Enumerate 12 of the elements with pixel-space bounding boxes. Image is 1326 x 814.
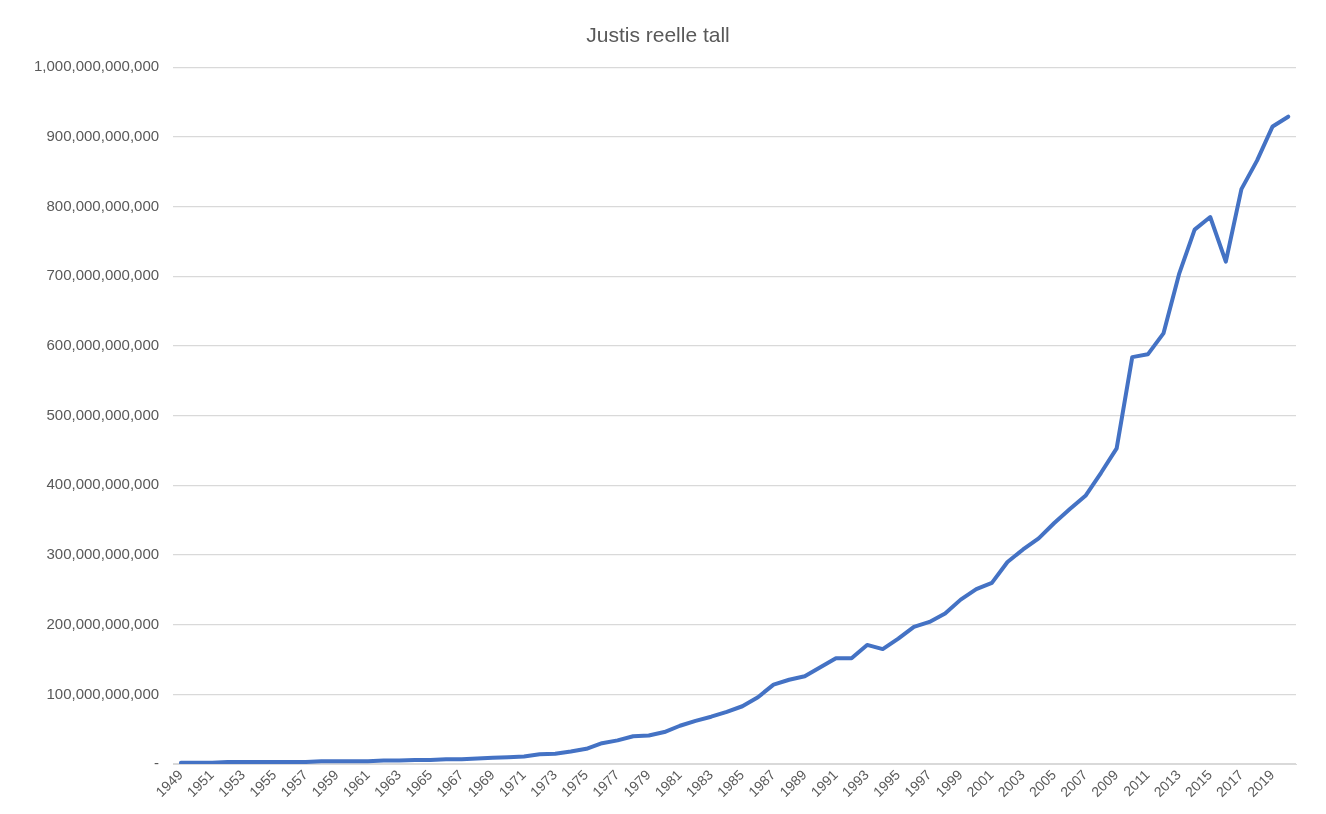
y-tick-label: 200,000,000,000 — [46, 614, 160, 632]
y-tick-label: 400,000,000,000 — [46, 475, 160, 493]
y-tick-label: 1,000,000,000,000 — [33, 57, 160, 75]
y-tick-label: 700,000,000,000 — [46, 266, 160, 284]
y-tick-label: 500,000,000,000 — [46, 405, 160, 423]
chart-title: Justis reelle tall — [586, 23, 730, 47]
y-tick-label: 100,000,000,000 — [46, 684, 160, 702]
y-tick-label: - — [154, 754, 160, 772]
y-tick-label: 300,000,000,000 — [46, 545, 160, 563]
y-tick-label: 900,000,000,000 — [46, 127, 160, 145]
y-tick-label: 800,000,000,000 — [46, 196, 160, 214]
y-tick-label: 600,000,000,000 — [46, 336, 160, 354]
